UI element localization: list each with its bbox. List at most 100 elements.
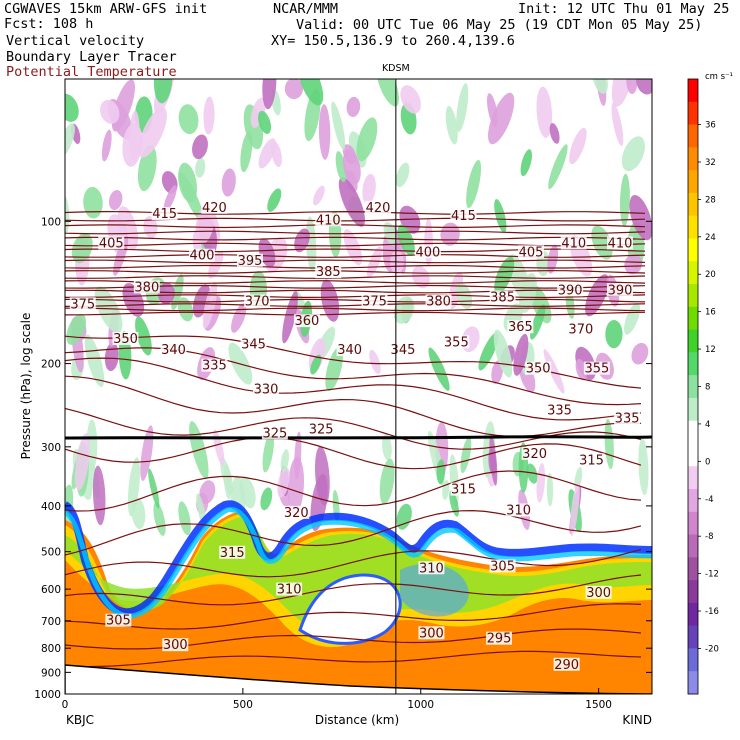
left-endpoint-label: KBJC [66, 713, 94, 727]
contour-label: 300 [586, 586, 611, 601]
contour-label: 420 [366, 201, 391, 216]
forecast-hour: Fcst: 108 h [4, 16, 94, 32]
contour-label: 405 [519, 245, 544, 260]
field-label-potential-temperature: Potential Temperature [6, 64, 177, 80]
contour-label: 360 [295, 314, 320, 329]
contour-label: 420 [202, 201, 227, 216]
colorbar-label: -16 [705, 607, 719, 617]
y-axis: 100 200 300 400 500 600 700 800 900 1000 [34, 216, 652, 701]
contour-label: 305 [106, 614, 131, 629]
colorbar-swatch [688, 261, 698, 285]
colorbar-swatch [688, 352, 698, 376]
contour-label: 325 [262, 426, 287, 441]
field-label-boundary-layer: Boundary Layer Tracer [6, 49, 177, 65]
y-tick-label: 700 [41, 616, 61, 628]
colorbar-swatch [688, 79, 698, 103]
colorbar-swatch [688, 329, 698, 353]
contour-label: 415 [152, 207, 177, 222]
right-endpoint-label: KIND [622, 713, 652, 727]
cross-section-coordinates: XY= 150.5,136.9 to 260.4,139.6 [271, 33, 515, 49]
colorbar-swatch [688, 124, 698, 148]
colorbar-label: 0 [705, 457, 710, 467]
colorbar-label: 8 [705, 383, 710, 393]
contour-label: 385 [316, 265, 341, 280]
colorbar-label: -8 [705, 532, 713, 542]
contour-label: 390 [608, 283, 633, 298]
contour-label: 405 [99, 236, 124, 251]
contour-label: 320 [284, 506, 309, 521]
y-tick-label: 600 [41, 584, 61, 596]
colorbar-label: -20 [705, 644, 719, 654]
colorbar-swatch [688, 648, 698, 672]
colorbar-swatch [688, 420, 698, 444]
x-tick-label: 500 [233, 699, 253, 711]
contour-label: 335 [202, 359, 227, 374]
y-tick-label: 1000 [34, 689, 61, 701]
colorbar-swatch [688, 466, 698, 490]
plot-area: 415 420 410 420 415 405 400 395 385 400 405 410 4103… [65, 79, 652, 694]
contour-label: 370 [568, 323, 593, 338]
contour-label: 345 [391, 343, 416, 358]
field-label-vertical-velocity: Vertical velocity [6, 33, 145, 49]
x-tick-label: 0 [62, 699, 69, 711]
contour-label: 410 [561, 236, 586, 251]
colorbar-label: 20 [705, 270, 716, 280]
organization: NCAR/MMM [273, 1, 339, 17]
colorbar-swatch [688, 443, 698, 467]
colorbar-swatch [688, 238, 698, 262]
colorbar-swatch [688, 511, 698, 536]
contour-label: 410 [608, 236, 633, 251]
contour-label: 365 [508, 320, 533, 335]
contour-label: 315 [579, 453, 604, 468]
contour-label-layer: 415 420 410 420 415 405 400 395 385 400 405 410 4103… [69, 200, 641, 673]
colorbar-swatch [688, 489, 698, 513]
colorbar-label: 4 [705, 420, 710, 430]
contour-label: 290 [554, 658, 579, 673]
potential-temperature-contours-upper [65, 210, 646, 316]
contour-label: 300 [419, 626, 444, 641]
colorbar-swatch [688, 306, 698, 331]
contour-label: 380 [134, 280, 159, 295]
colorbar-swatch [688, 375, 698, 399]
contour-label: 350 [526, 362, 551, 377]
contour-label: 315 [220, 546, 245, 561]
contour-label: 305 [490, 559, 515, 574]
colorbar-swatch [688, 397, 698, 422]
colorbar-label: 32 [705, 158, 716, 168]
contour-label: 400 [415, 245, 440, 260]
contour-label: 325 [309, 423, 334, 438]
plot-frame [64, 78, 653, 695]
colorbar-swatch [688, 602, 698, 627]
contour-label: 320 [522, 447, 547, 462]
colorbar-swatch [688, 534, 698, 558]
colorbar-swatch [688, 101, 698, 126]
contour-label: 375 [362, 295, 387, 310]
contour-label: 310 [419, 561, 444, 576]
colorbar-swatch [688, 671, 698, 695]
x-axis: 0 500 1000 1500 [62, 688, 612, 711]
x-tick-label: 1500 [585, 699, 612, 711]
colorbar-units: cm s⁻¹ [705, 72, 733, 82]
colorbar-swatch [688, 215, 698, 239]
contour-label: 380 [426, 295, 451, 310]
colorbar-label: 28 [705, 195, 716, 205]
contour-label: 370 [245, 295, 270, 310]
contour-label: 315 [451, 483, 476, 498]
contour-label: 410 [316, 213, 341, 228]
colorbar-swatch [688, 580, 698, 604]
y-tick-label: 400 [41, 501, 61, 513]
y-axis-title: Pressure (hPa), log scale [19, 313, 33, 460]
contour-label: 390 [558, 283, 583, 298]
terrain [65, 664, 652, 694]
colorbar-label: 12 [705, 345, 716, 355]
colorbar-label: 24 [705, 233, 716, 243]
contour-label: 375 [70, 297, 95, 312]
contour-label: 335 [547, 403, 572, 418]
colorbar-swatch [688, 557, 698, 581]
contour-label: 335 [615, 411, 640, 426]
colorbar-swatch [688, 284, 698, 308]
model-title: CGWAVES 15km ARW-GFS init [4, 1, 208, 17]
contour-label: 350 [113, 332, 138, 347]
colorbar-label: 16 [705, 308, 716, 318]
contour-label: 300 [163, 638, 188, 653]
